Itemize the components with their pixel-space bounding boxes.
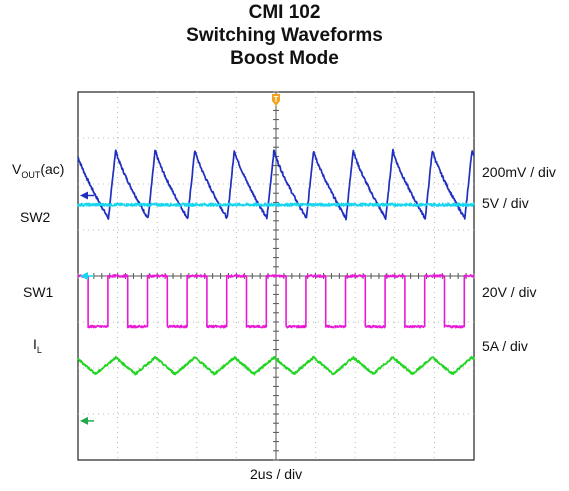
channel-label-vout: VOUT(ac) [12, 161, 64, 180]
vout-trace [77, 148, 475, 221]
scale-label-sw2: 5V / div [482, 195, 529, 211]
time-scale-label: 2us / div [250, 466, 303, 482]
sw2-ground-arrow [80, 272, 88, 280]
scale-label-il: 5A / div [482, 338, 528, 354]
scale-label-vout: 200mV / div [482, 164, 556, 180]
il-label-main: I [33, 336, 37, 352]
channel-label-il: IL [33, 336, 42, 355]
vout-label-suffix: (ac) [40, 161, 65, 177]
scale-label-sw1: 20V / div [482, 284, 537, 300]
trigger-marker-label: T [274, 95, 279, 104]
channel-label-sw1: SW1 [23, 284, 54, 300]
chart-title-line-3: Boost Mode [230, 48, 339, 69]
sw2-trace [77, 202, 475, 207]
vout-label-sub: OUT [21, 169, 41, 180]
chart-title-line-2: Switching Waveforms [186, 25, 383, 46]
channel-label-sw2: SW2 [20, 209, 51, 225]
il-label-sub: L [36, 344, 42, 355]
sw1-trace [77, 274, 475, 329]
il-ground-arrow [80, 416, 88, 425]
vout-ground-arrow [80, 191, 88, 200]
trigger-marker-icon [272, 94, 280, 106]
il-trace [77, 355, 475, 376]
vout-label-main: V [12, 161, 22, 177]
chart-title-line-1: CMI 102 [248, 2, 321, 23]
